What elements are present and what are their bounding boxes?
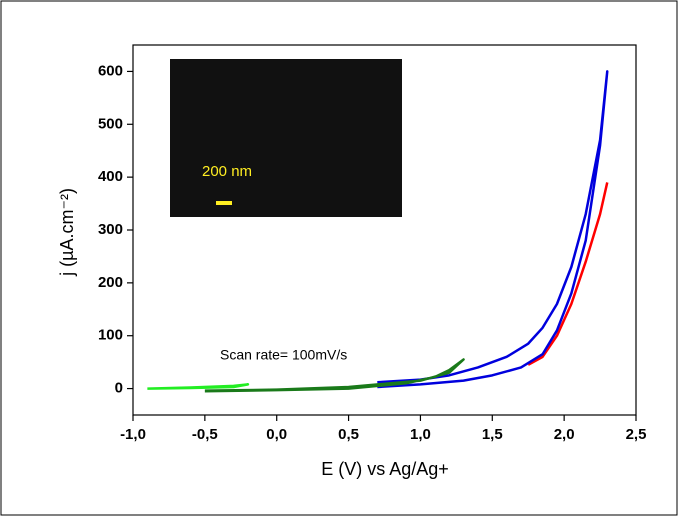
- x-tick-label: 0,5: [338, 426, 359, 443]
- x-tick-label: 2,0: [554, 426, 575, 443]
- y-tick-label: 100: [98, 327, 123, 344]
- x-axis-label: E (V) vs Ag/Ag+: [321, 459, 449, 479]
- y-tick-label: 600: [98, 62, 123, 79]
- x-tick-label: -0,5: [192, 426, 218, 443]
- y-tick-label: 0: [115, 380, 123, 397]
- series-line: [147, 383, 250, 390]
- x-tick-label: 2,5: [626, 426, 647, 443]
- inset-scale-label: 200 nm: [202, 163, 252, 180]
- series-line: [377, 70, 609, 389]
- annotation: Scan rate= 100mV/s: [220, 347, 347, 363]
- x-tick-label: 1,0: [410, 426, 431, 443]
- x-tick-label: 1,5: [482, 426, 503, 443]
- y-tick-label: 300: [98, 221, 123, 238]
- x-tick-label: 0,0: [266, 426, 287, 443]
- y-tick-label: 200: [98, 274, 123, 291]
- y-tick-label: 400: [98, 168, 123, 185]
- series-line: [527, 182, 609, 366]
- inset-image: [170, 59, 402, 217]
- y-axis-label: j (µA.cm⁻²): [57, 188, 77, 277]
- x-tick-label: -1,0: [120, 426, 146, 443]
- y-tick-label: 500: [98, 115, 123, 132]
- scale-bar: [216, 201, 232, 205]
- series-line: [204, 358, 465, 393]
